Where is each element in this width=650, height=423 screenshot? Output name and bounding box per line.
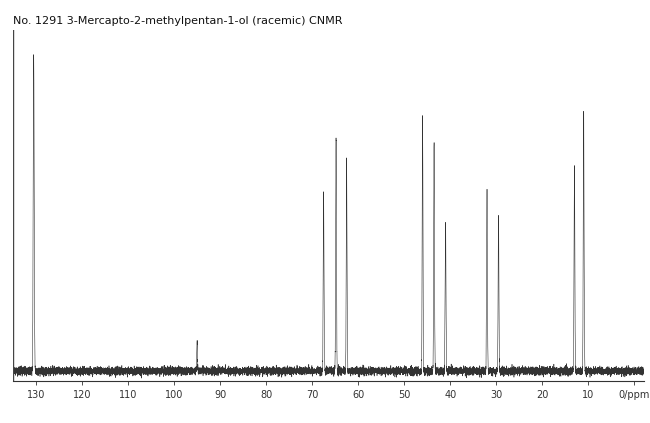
Text: No. 1291 3-Mercapto-2-methylpentan-1-ol (racemic) CNMR: No. 1291 3-Mercapto-2-methylpentan-1-ol … (13, 16, 343, 26)
